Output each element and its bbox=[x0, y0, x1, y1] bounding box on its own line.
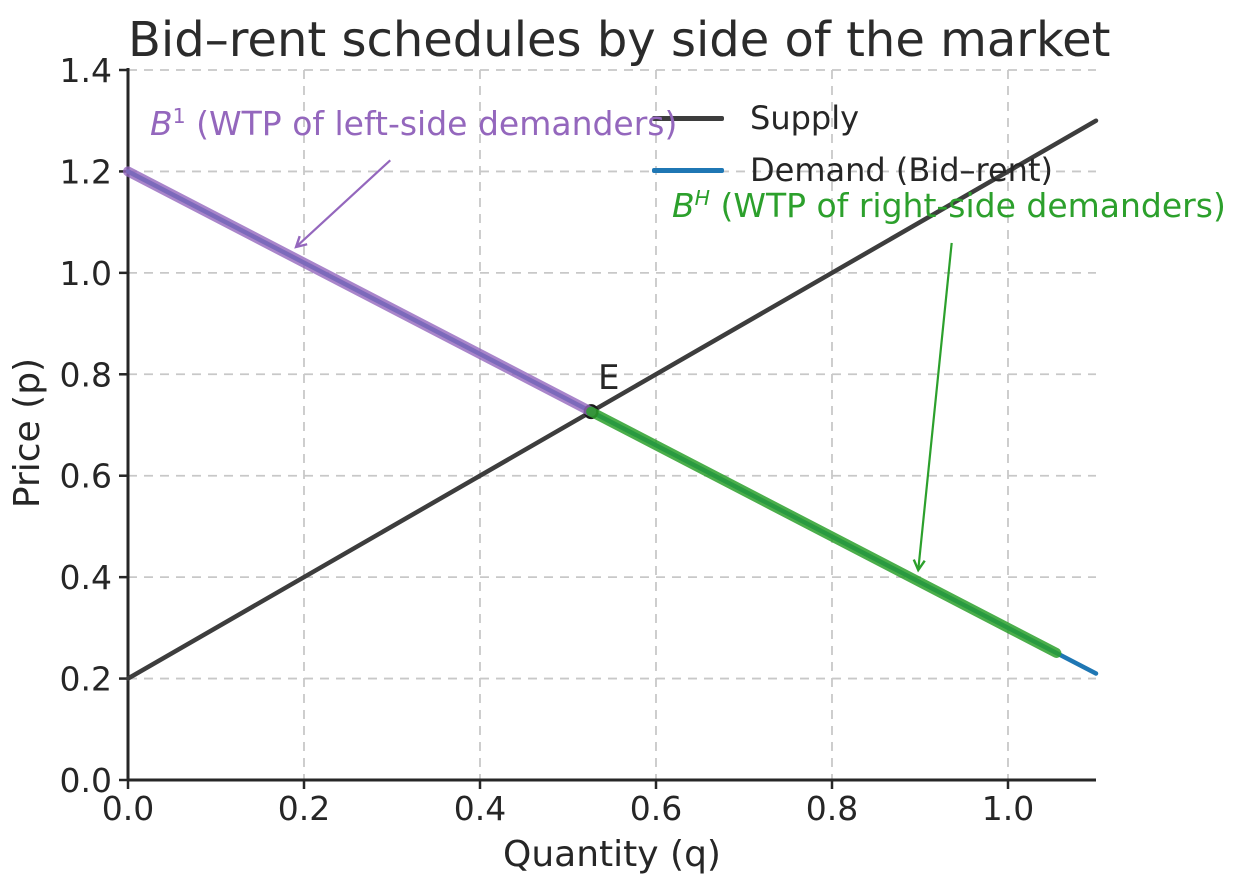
chart-title: Bid–rent schedules by side of the market bbox=[128, 12, 1111, 68]
x-axis-label: Quantity (q) bbox=[503, 834, 721, 875]
supply-line-swatch bbox=[652, 115, 724, 121]
left-annotation-arrow bbox=[294, 159, 391, 249]
legend-label-demand: Demand (Bid–rent) bbox=[750, 151, 1053, 189]
x-tick-label: 0.0 bbox=[102, 789, 154, 828]
legend-label-supply: Supply bbox=[750, 99, 860, 137]
gridlines bbox=[128, 69, 1096, 780]
x-tick-label: 0.6 bbox=[630, 789, 682, 828]
tick-labels: 0.0 0.2 0.4 0.6 0.8 1.0 0.0 0.2 0.4 0.6 0.8 1.0 1.2 1… bbox=[60, 51, 1035, 828]
y-tick-label: 0.0 bbox=[60, 761, 112, 800]
right-annotation-arrow bbox=[912, 242, 953, 573]
annotation-right-symbol: B bbox=[672, 186, 695, 225]
y-tick-label: 1.2 bbox=[60, 152, 112, 191]
x-tick-label: 0.2 bbox=[278, 789, 330, 828]
y-tick-label: 1.4 bbox=[60, 51, 112, 90]
y-axis-label: Price (p) bbox=[7, 357, 48, 509]
y-tick-label: 0.4 bbox=[60, 558, 112, 597]
demand-line-swatch bbox=[652, 167, 724, 173]
y-tick-label: 0.8 bbox=[60, 355, 112, 394]
legend-item-supply: Supply bbox=[652, 92, 1053, 144]
y-tick-label: 1.0 bbox=[60, 254, 112, 293]
x-tick-label: 0.8 bbox=[806, 789, 858, 828]
left-wtp-segment bbox=[123, 166, 597, 417]
right-wtp-segment bbox=[586, 406, 1062, 658]
annotation-left-side-wtp: B1 (WTP of left-side demanders) bbox=[150, 104, 677, 143]
annotation-right-superscript: H bbox=[694, 186, 711, 210]
x-tick-label: 1.0 bbox=[982, 789, 1034, 828]
annotation-left-text: (WTP of left-side demanders) bbox=[185, 104, 678, 143]
tick-marks bbox=[119, 68, 1010, 789]
supply-line bbox=[125, 118, 1099, 681]
x-tick-label: 0.4 bbox=[454, 789, 506, 828]
legend: Supply Demand (Bid–rent) bbox=[652, 92, 1053, 196]
equilibrium-point-label: E bbox=[598, 358, 620, 398]
y-tick-label: 0.2 bbox=[60, 660, 112, 699]
annotation-right-text: (WTP of right-side demanders) bbox=[710, 186, 1226, 225]
legend-item-demand: Demand (Bid–rent) bbox=[652, 144, 1053, 196]
annotation-left-symbol: B bbox=[150, 104, 173, 143]
annotation-right-side-wtp: BH (WTP of right-side demanders) bbox=[672, 186, 1226, 225]
axes-spines bbox=[126, 68, 1096, 782]
y-tick-label: 0.6 bbox=[60, 457, 112, 496]
annotation-left-superscript: 1 bbox=[172, 104, 186, 128]
